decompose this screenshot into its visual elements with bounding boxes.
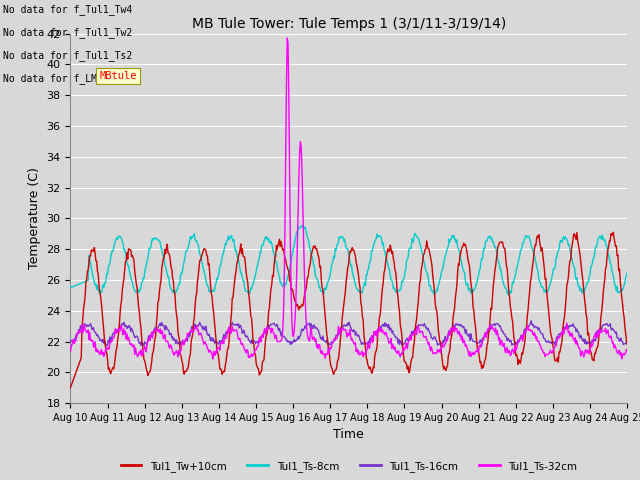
Text: MBtule: MBtule — [99, 71, 137, 81]
Title: MB Tule Tower: Tule Temps 1 (3/1/11-3/19/14): MB Tule Tower: Tule Temps 1 (3/1/11-3/19… — [191, 17, 506, 31]
Text: No data for f_Tul1_Ts2: No data for f_Tul1_Ts2 — [3, 50, 132, 61]
Legend: Tul1_Tw+10cm, Tul1_Ts-8cm, Tul1_Ts-16cm, Tul1_Ts-32cm: Tul1_Tw+10cm, Tul1_Ts-8cm, Tul1_Ts-16cm,… — [116, 456, 581, 476]
Text: No data for f_Tul1_Tw2: No data for f_Tul1_Tw2 — [3, 27, 132, 38]
Y-axis label: Temperature (C): Temperature (C) — [28, 168, 41, 269]
Text: No data for f_LMBtule: No data for f_LMBtule — [3, 73, 127, 84]
X-axis label: Time: Time — [333, 429, 364, 442]
Text: No data for f_Tul1_Tw4: No data for f_Tul1_Tw4 — [3, 4, 132, 15]
